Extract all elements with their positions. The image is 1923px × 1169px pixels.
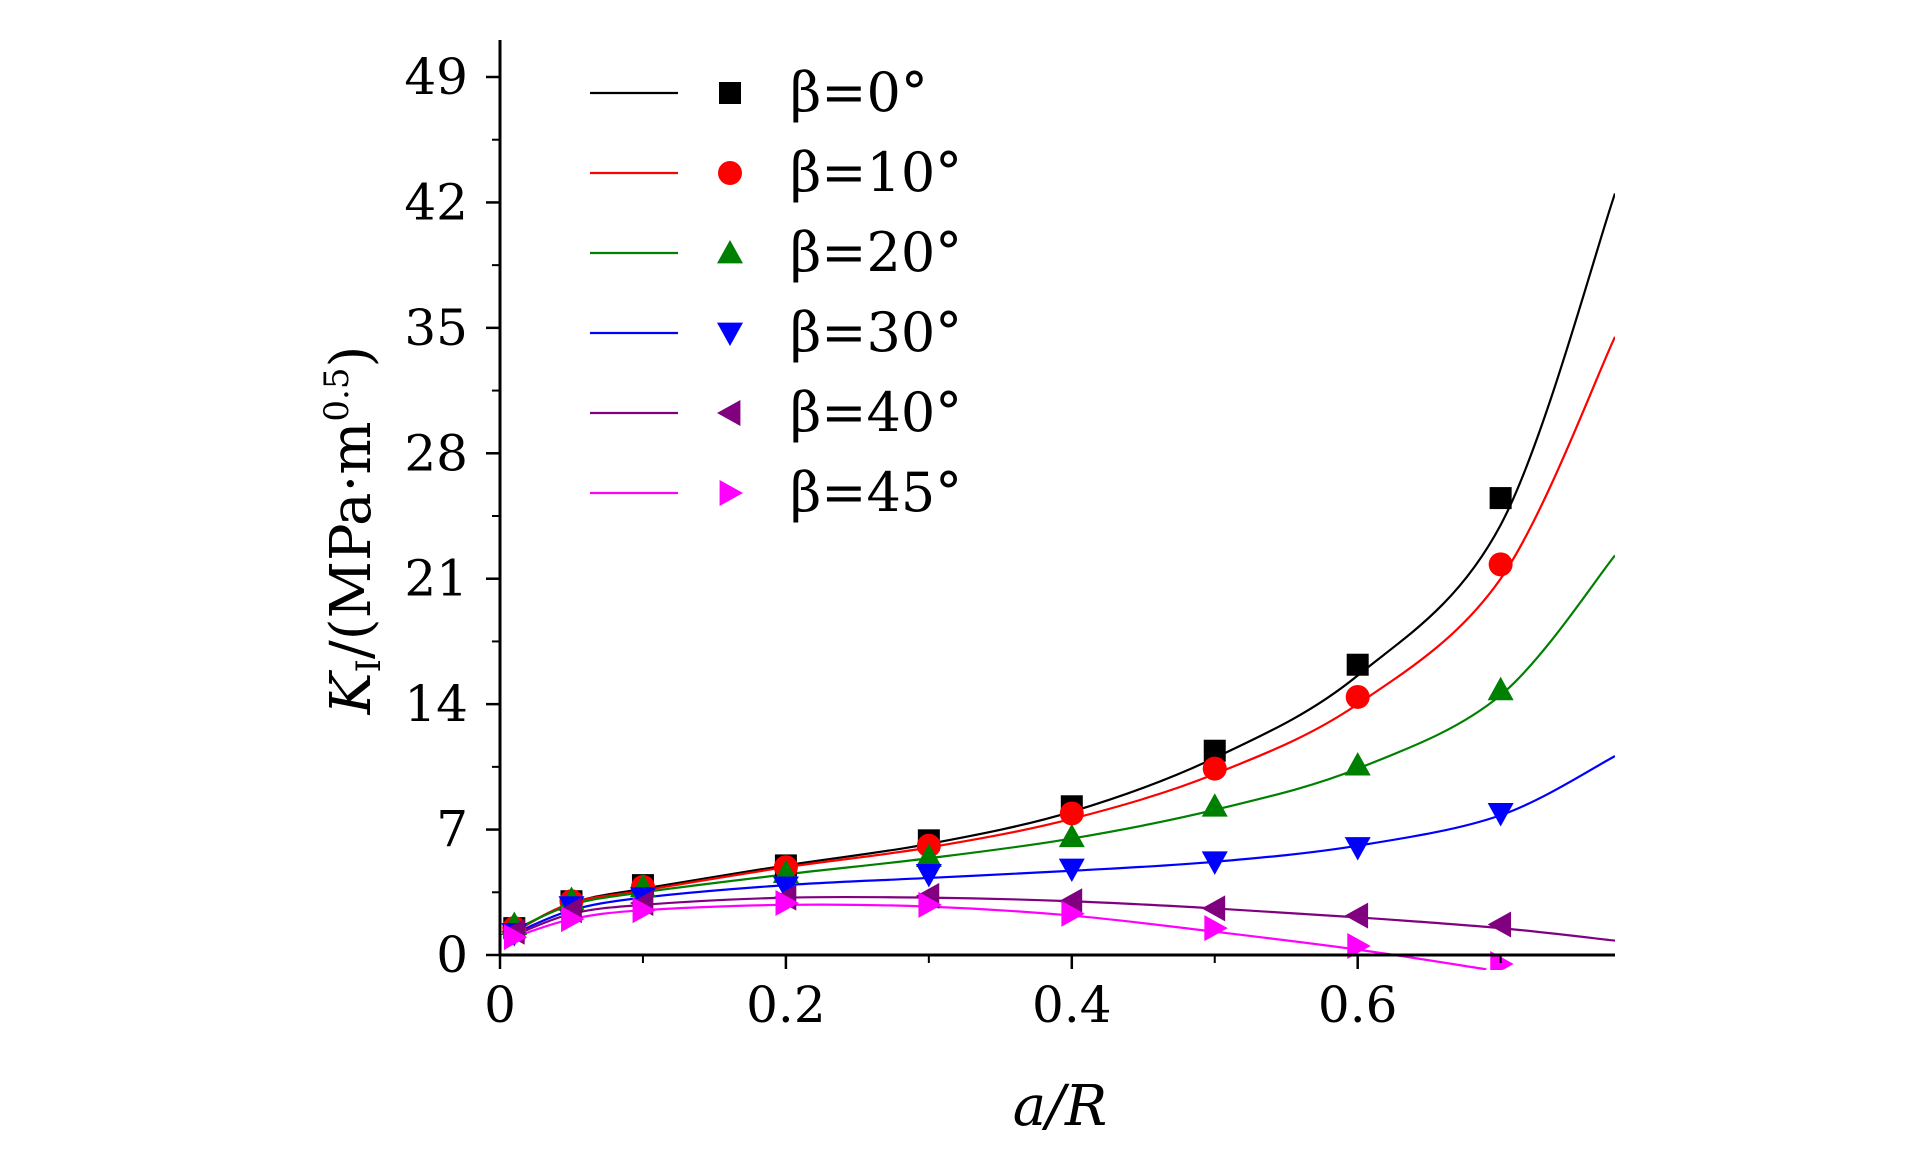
data-point-series-5	[775, 890, 799, 917]
axes: 0 7 14 21 28 35 42 49 0 0.2 0.4 0.6	[404, 40, 1615, 1034]
y-tick-label: 7	[436, 801, 468, 859]
y-tick-label: 0	[436, 926, 468, 984]
y-axis-title: KI/(MPa·m0.5)	[317, 346, 389, 716]
legend-label: β=45°	[790, 461, 962, 524]
data-point-series-5	[632, 897, 656, 924]
fit-curves	[513, 193, 1615, 970]
legend-marker	[719, 82, 741, 104]
data-point-series-2	[1344, 752, 1371, 776]
legend-label: β=40°	[790, 381, 962, 444]
data-point-series-5	[503, 924, 528, 951]
x-tick-label: 0.6	[1318, 976, 1398, 1034]
data-point-series-5	[1347, 933, 1371, 960]
legend-label: β=20°	[790, 221, 962, 284]
data-point-series-5	[918, 891, 942, 918]
data-point-series-3	[915, 863, 942, 888]
data-point-series-5	[1204, 915, 1228, 942]
legend-label: β=30°	[790, 301, 962, 364]
data-markers	[501, 487, 1514, 970]
x-tick-label: 0.4	[1032, 976, 1112, 1034]
data-point-series-3	[1487, 803, 1514, 827]
data-point-series-2	[915, 843, 942, 867]
y-tick-label: 14	[404, 675, 468, 733]
data-point-series-2	[1487, 676, 1514, 701]
data-point-series-4	[1344, 902, 1369, 929]
data-point-series-4	[1058, 888, 1083, 915]
data-point-series-5	[1061, 900, 1085, 927]
data-point-series-3	[1344, 837, 1371, 861]
legend-marker	[717, 322, 743, 346]
data-point-series-3	[772, 876, 799, 900]
data-point-series-4	[1487, 911, 1512, 938]
data-point-series-1	[1345, 684, 1370, 709]
data-point-series-0	[1489, 487, 1512, 510]
y-axis-title-unit: /(MPa·m	[319, 422, 384, 660]
legend-marker	[717, 400, 741, 426]
data-point-series-3	[1201, 851, 1228, 875]
legend-label: β=10°	[790, 141, 962, 204]
x-tick-label: 0.2	[746, 976, 826, 1034]
data-point-series-3	[1058, 858, 1085, 882]
x-tick-label: 0	[484, 976, 516, 1034]
y-tick-label: 49	[404, 48, 468, 106]
y-axis-title-close: )	[319, 346, 384, 368]
y-axis-title-symbol: K	[319, 669, 384, 715]
legend-label: β=0°	[790, 61, 928, 124]
data-point-series-4	[1201, 895, 1226, 922]
fit-line-series-2	[513, 554, 1615, 931]
legend-marker	[719, 480, 743, 506]
data-point-series-1	[1202, 756, 1227, 781]
data-point-series-1	[1059, 801, 1084, 826]
y-axis-title-subscript: I	[349, 659, 389, 672]
x-axis-title: a/R	[1013, 1074, 1107, 1139]
data-point-series-1	[1488, 552, 1513, 577]
fit-line-series-5	[513, 903, 1487, 970]
y-tick-label: 42	[404, 173, 468, 231]
y-tick-label: 28	[404, 424, 468, 482]
legend: β=0° β=10° β=20° β=30° β=40° β=45°	[590, 61, 962, 524]
y-tick-label: 35	[404, 299, 468, 357]
data-point-series-0	[1203, 739, 1226, 762]
legend-marker	[718, 161, 742, 185]
data-point-series-5	[561, 906, 585, 933]
y-axis-title-superscript: 0.5	[317, 367, 357, 421]
data-point-series-2	[1201, 793, 1228, 817]
data-point-series-0	[1346, 653, 1369, 676]
data-point-series-2	[1058, 823, 1085, 848]
y-tick-label: 21	[404, 550, 468, 608]
legend-marker	[717, 240, 743, 264]
